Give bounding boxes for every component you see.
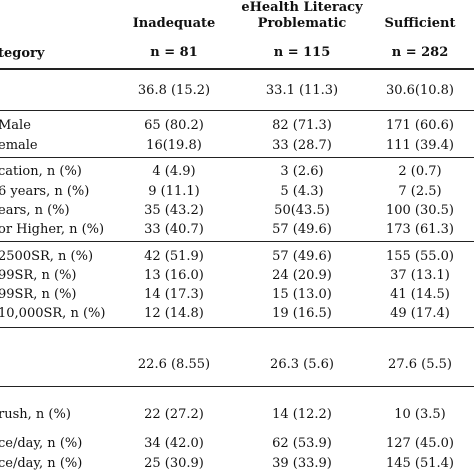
cell-problematic: 33 (28.7) <box>272 138 332 153</box>
cell-problematic: 24 (20.9) <box>272 268 332 283</box>
header-n-sufficient: n = 282 <box>391 45 449 60</box>
section-rule <box>0 157 474 158</box>
cell-sufficient: 171 (60.6) <box>385 118 455 133</box>
cell-sufficient: 27.6 (5.5) <box>388 357 452 372</box>
cell-sufficient: 173 (61.3) <box>385 222 455 237</box>
row-label: emale <box>0 138 38 153</box>
section-rule <box>0 386 474 387</box>
header-rule <box>0 68 474 70</box>
row-label: 10,000SR, n (%) <box>0 306 106 321</box>
cell-problematic: 19 (16.5) <box>272 306 332 321</box>
cell-problematic: 3 (2.6) <box>280 164 324 179</box>
cell-inadequate: 33 (40.7) <box>144 222 204 237</box>
header-group-title: eHealth Literacy <box>241 0 363 15</box>
cell-problematic: 33.1 (11.3) <box>265 83 339 98</box>
cell-inadequate: 65 (80.2) <box>144 118 204 133</box>
cell-inadequate: 25 (30.9) <box>144 456 204 471</box>
cell-inadequate: 22.6 (8.55) <box>137 357 211 372</box>
cell-inadequate: 4 (4.9) <box>152 164 196 179</box>
cell-inadequate: 22 (27.2) <box>144 407 204 422</box>
cell-problematic: 39 (33.9) <box>272 456 332 471</box>
cell-sufficient: 49 (17.4) <box>390 306 450 321</box>
cell-inadequate: 42 (51.9) <box>144 249 204 264</box>
row-label: or Higher, n (%) <box>0 222 105 237</box>
cell-inadequate: 36.8 (15.2) <box>137 83 211 98</box>
cell-inadequate: 34 (42.0) <box>144 436 204 451</box>
row-label: cation, n (%) <box>0 164 82 179</box>
cell-problematic: 50(43.5) <box>274 203 330 218</box>
cell-problematic: 15 (13.0) <box>272 287 332 302</box>
cell-sufficient: 145 (51.4) <box>385 456 455 471</box>
header-col-inadequate: Inadequate <box>132 16 216 31</box>
row-label: rush, n (%) <box>0 407 71 422</box>
header-col-sufficient: Sufficient <box>384 16 456 31</box>
cell-sufficient: 2 (0.7) <box>398 164 442 179</box>
cell-sufficient: 127 (45.0) <box>385 436 455 451</box>
cell-sufficient: 30.6(10.8) <box>385 83 455 98</box>
section-rule <box>0 241 474 242</box>
row-label: 2500SR, n (%) <box>0 249 94 264</box>
section-rule <box>0 327 474 328</box>
cell-sufficient: 155 (55.0) <box>385 249 455 264</box>
row-label: ce/day, n (%) <box>0 456 83 471</box>
header-n-inadequate: n = 81 <box>150 45 198 60</box>
cell-problematic: 57 (49.6) <box>272 249 332 264</box>
header-col-problematic: Problematic <box>257 16 347 31</box>
cell-sufficient: 100 (30.5) <box>385 203 455 218</box>
cell-sufficient: 7 (2.5) <box>398 184 442 199</box>
cell-sufficient: 10 (3.5) <box>394 407 446 422</box>
cell-problematic: 5 (4.3) <box>280 184 324 199</box>
cell-sufficient: 41 (14.5) <box>390 287 450 302</box>
cell-inadequate: 9 (11.1) <box>148 184 200 199</box>
cell-inadequate: 13 (16.0) <box>144 268 204 283</box>
row-label: ears, n (%) <box>0 203 70 218</box>
cell-problematic: 82 (71.3) <box>272 118 332 133</box>
header-category-label: tegory <box>0 46 45 61</box>
cell-inadequate: 14 (17.3) <box>144 287 204 302</box>
cell-inadequate: 12 (14.8) <box>144 306 204 321</box>
cell-problematic: 57 (49.6) <box>272 222 332 237</box>
cell-inadequate: 35 (43.2) <box>144 203 204 218</box>
row-label: 99SR, n (%) <box>0 287 77 302</box>
cell-problematic: 62 (53.9) <box>272 436 332 451</box>
cell-inadequate: 16(19.8) <box>146 138 202 153</box>
cell-sufficient: 111 (39.4) <box>385 138 455 153</box>
cell-problematic: 26.3 (5.6) <box>270 357 334 372</box>
row-label: Male <box>0 118 31 133</box>
row-label: 6 years, n (%) <box>0 184 90 199</box>
header-n-problematic: n = 115 <box>273 45 331 60</box>
cell-sufficient: 37 (13.1) <box>390 268 450 283</box>
row-label: ce/day, n (%) <box>0 436 83 451</box>
section-rule <box>0 110 474 111</box>
cell-problematic: 14 (12.2) <box>272 407 332 422</box>
row-label: 99SR, n (%) <box>0 268 77 283</box>
